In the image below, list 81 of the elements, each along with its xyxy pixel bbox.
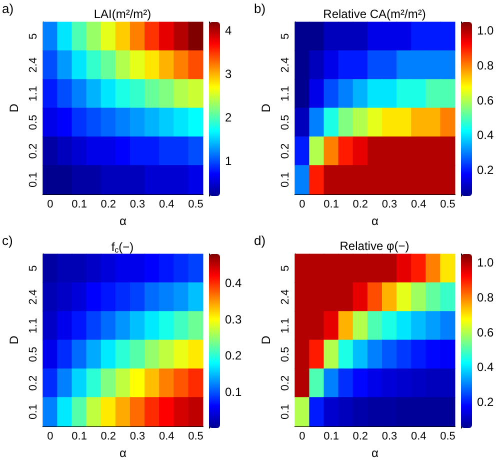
color-bar-label: 0.6 <box>477 93 494 108</box>
x-axis-title: α <box>119 446 126 460</box>
text: d) <box>254 233 266 248</box>
y-axis-title: D <box>7 103 21 112</box>
x-tick-label: 0.1 <box>324 430 339 443</box>
x-tick-label: 0.4 <box>158 198 174 211</box>
color-bar-label: 0.8 <box>477 58 494 72</box>
x-tick-label: 0 <box>299 198 306 211</box>
y-tick-label: 2.4 <box>27 289 40 305</box>
y-axis-title: D <box>259 335 273 344</box>
y-tick-label: 0.5 <box>27 346 40 362</box>
y-axis-title: D <box>7 335 21 344</box>
x-tick-label: 0 <box>47 430 54 443</box>
x-axis-title: α <box>371 214 378 228</box>
color-bar-label: 1 <box>225 154 232 168</box>
color-bar-label: 0.4 <box>225 276 242 290</box>
y-tick-label: 1.1 <box>27 86 40 102</box>
y-tick-label: 0.2 <box>27 375 40 391</box>
x-tick-label: 0.5 <box>440 430 456 443</box>
x-tick-label: 0.5 <box>188 198 204 211</box>
x-tick-label: 0.3 <box>130 430 146 443</box>
color-bar-label: 0.4 <box>477 128 494 142</box>
x-tick-label: 0.3 <box>382 198 398 211</box>
y-tick-label: 2.4 <box>279 289 292 305</box>
y-tick-label: 1.1 <box>27 318 40 334</box>
color-bar-label: 3 <box>225 67 232 82</box>
y-tick-label: 0.1 <box>279 172 292 188</box>
text: a) <box>2 1 14 16</box>
color-bar-label: 0.8 <box>477 290 494 304</box>
y-tick-label: 0.2 <box>279 143 292 159</box>
color-bar-label: 0.1 <box>225 384 242 399</box>
color-bar-label: 0.2 <box>477 162 494 177</box>
color-bar-label: 1.0 <box>477 256 494 270</box>
x-tick-label: 0.1 <box>72 198 87 211</box>
y-tick-label: 0.1 <box>279 404 292 420</box>
text: c) <box>2 233 13 248</box>
x-axis-title: α <box>371 446 378 460</box>
color-bar-label: 0.4 <box>477 360 494 374</box>
chart-title: Relative CA(m²/m²) <box>323 7 426 21</box>
x-tick-label: 0 <box>299 430 306 443</box>
y-tick-label: 0.1 <box>27 172 40 188</box>
y-tick-label: 5 <box>279 265 292 272</box>
x-tick-label: 0.2 <box>352 430 368 443</box>
x-axis-title: α <box>119 214 126 228</box>
y-tick-label: 0.5 <box>279 114 292 130</box>
chart-title: LAI(m²/m²) <box>94 7 152 21</box>
color-bar-label: 4 <box>225 24 232 38</box>
y-tick-label: 5 <box>279 33 292 40</box>
y-axis-title: D <box>259 103 273 112</box>
x-tick-label: 0.2 <box>100 198 116 211</box>
x-tick-label: 0.1 <box>324 198 339 211</box>
x-tick-label: 0.2 <box>352 198 368 211</box>
y-tick-label: 0.1 <box>27 404 40 420</box>
y-tick-label: 5 <box>27 33 40 40</box>
x-tick-label: 0.4 <box>158 430 174 443</box>
x-tick-label: 0.4 <box>410 430 426 443</box>
y-tick-label: 0.2 <box>27 143 40 159</box>
x-tick-label: 0.3 <box>130 198 146 211</box>
x-tick-label: 0.5 <box>440 198 456 211</box>
chart-title: Relative φ(−) <box>340 239 410 253</box>
color-bar-label: 1.0 <box>477 24 494 38</box>
y-tick-label: 1.1 <box>279 86 292 102</box>
x-tick-label: 0.1 <box>72 430 87 443</box>
y-tick-label: 0.5 <box>27 114 40 130</box>
text: b) <box>254 1 266 16</box>
y-tick-label: 5 <box>27 265 40 272</box>
color-bar-label: 0.3 <box>225 312 242 326</box>
color-bar-label: 0.2 <box>225 348 242 362</box>
y-tick-label: 2.4 <box>279 57 292 73</box>
y-tick-label: 0.5 <box>279 346 292 362</box>
color-bar-label: 0.6 <box>477 325 494 340</box>
y-tick-label: 2.4 <box>27 57 40 73</box>
color-bar-label: 0.2 <box>477 394 494 409</box>
color-bar-label: 2 <box>225 110 232 125</box>
x-tick-label: 0.4 <box>410 198 426 211</box>
x-tick-label: 0.3 <box>382 430 398 443</box>
x-tick-label: 0 <box>47 198 54 211</box>
x-tick-label: 0.2 <box>100 430 116 443</box>
y-tick-label: 1.1 <box>279 318 292 334</box>
x-tick-label: 0.5 <box>188 430 204 443</box>
y-tick-label: 0.2 <box>279 375 292 391</box>
